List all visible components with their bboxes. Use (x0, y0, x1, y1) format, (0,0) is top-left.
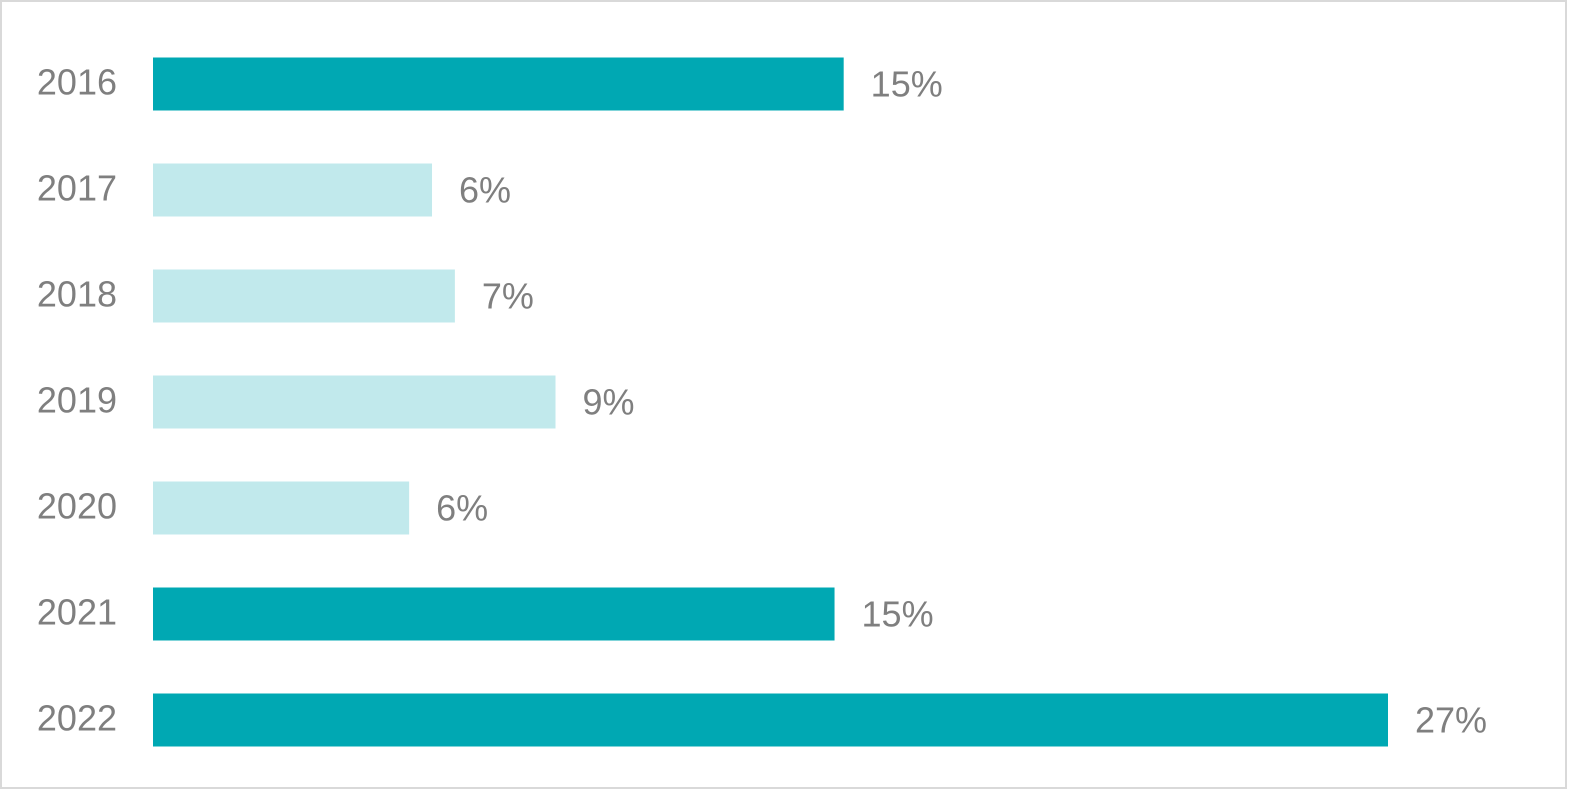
value-label: 9% (583, 382, 635, 423)
bar (153, 481, 410, 535)
y-tick-label: 2017 (37, 168, 117, 209)
value-label: 6% (436, 488, 488, 529)
bar (153, 57, 844, 111)
bar (153, 163, 433, 217)
bar (153, 693, 1388, 747)
value-label: 6% (459, 170, 511, 211)
y-tick-label: 2018 (37, 274, 117, 315)
y-tick-label: 2016 (37, 62, 117, 103)
value-label: 15% (871, 64, 943, 105)
value-label: 15% (862, 594, 934, 635)
y-tick-label: 2022 (37, 698, 117, 739)
bar (153, 375, 556, 429)
y-tick-label: 2021 (37, 592, 117, 633)
bar (153, 269, 455, 323)
bar (153, 587, 835, 641)
y-tick-label: 2019 (37, 380, 117, 421)
value-label: 27% (1415, 700, 1487, 741)
value-label: 7% (482, 276, 534, 317)
y-tick-label: 2020 (37, 486, 117, 527)
